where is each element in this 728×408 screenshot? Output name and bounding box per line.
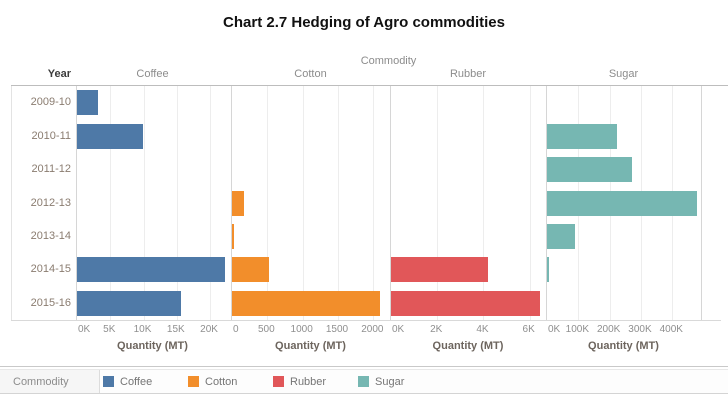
legend-item-sugar[interactable]: Sugar [358, 370, 404, 393]
column-dimension-label: Commodity [360, 55, 417, 67]
panel-sugar [546, 86, 702, 320]
panel-coffee [76, 86, 230, 320]
legend-label: Coffee [120, 375, 153, 388]
gridline [483, 86, 485, 320]
gridline [373, 86, 375, 320]
legend-item-coffee[interactable]: Coffee [103, 370, 152, 393]
panel-header-sugar: Sugar [608, 68, 639, 80]
legend-item-rubber[interactable]: Rubber [273, 370, 326, 393]
bar-cotton-2015-16[interactable] [232, 290, 381, 316]
bar-rubber-2015-16[interactable] [391, 290, 541, 316]
year-label: 2011-12 [31, 163, 71, 176]
plot-left-border [11, 86, 12, 320]
tick-label: 0K [548, 324, 561, 335]
tick-label: 400K [659, 324, 683, 335]
gridline [267, 86, 269, 320]
x-axis-line [11, 320, 721, 321]
gridline [437, 86, 439, 320]
plot-right-border [701, 86, 702, 320]
legend-label: Rubber [290, 375, 327, 388]
tick-label: 300K [628, 324, 652, 335]
legend-swatch-sugar [358, 376, 369, 387]
tick-label: 5K [103, 324, 116, 335]
panel-header-coffee: Coffee [136, 68, 169, 80]
bar-sugar-2013-14[interactable] [547, 223, 576, 249]
panel-rubber [390, 86, 547, 320]
legend: Commodity Coffee Cotton Rubber Sugar [0, 370, 728, 394]
year-label: 2009-10 [30, 96, 71, 109]
year-label: 2010-11 [31, 129, 71, 142]
bar-sugar-2010-11[interactable] [547, 123, 618, 149]
tick-label: 500 [257, 324, 275, 335]
gridline [110, 86, 112, 320]
legend-swatch-rubber [273, 376, 284, 387]
tick-label: 0 [233, 324, 239, 335]
tick-label: 2K [430, 324, 443, 335]
gridline [302, 86, 304, 320]
tick-label: 10K [133, 324, 152, 335]
legend-item-cotton[interactable]: Cotton [188, 370, 237, 393]
bar-coffee-2015-16[interactable] [77, 290, 182, 316]
tick-label: 2000 [361, 324, 384, 335]
bar-cotton-2012-13[interactable] [232, 190, 245, 216]
year-label: 2014-15 [30, 263, 71, 276]
tick-label: 15K [166, 324, 185, 335]
tick-label: 0K [392, 324, 405, 335]
bar-cotton-2013-14[interactable] [232, 223, 235, 249]
panel-header-rubber: Rubber [449, 68, 487, 80]
gridline [338, 86, 339, 320]
tick-label: 1000 [290, 324, 313, 335]
legend-top-border-inner [0, 369, 728, 370]
gridline [529, 86, 531, 320]
legend-swatch-coffee [103, 376, 114, 387]
x-axis-title-coffee: Quantity (MT) [117, 340, 188, 352]
tick-label: 200K [596, 324, 621, 335]
legend-label: Sugar [375, 375, 405, 388]
tick-label: 1500 [325, 324, 349, 335]
tick-label: 0K [78, 324, 91, 335]
header-divider [11, 85, 728, 86]
year-label: 2012-13 [30, 196, 71, 209]
gridline [210, 86, 212, 320]
chart-title: Chart 2.7 Hedging of Agro commodities [223, 14, 505, 31]
tick-label: 20K [200, 324, 218, 335]
legend-title: Commodity [13, 375, 69, 388]
tick-label: 100K [565, 324, 589, 335]
gridline [143, 86, 145, 320]
tick-label: 6K [522, 324, 535, 335]
year-label: 2015-16 [30, 296, 71, 309]
legend-title-cell: Commodity [0, 370, 100, 393]
bar-sugar-2014-15[interactable] [547, 257, 549, 283]
bar-sugar-2012-13[interactable] [547, 190, 698, 216]
x-axis-title-sugar: Quantity (MT) [588, 340, 659, 352]
bar-cotton-2014-15[interactable] [232, 257, 269, 283]
tick-label: 4K [476, 324, 489, 335]
x-axis-title-rubber: Quantity (MT) [432, 340, 504, 352]
legend-swatch-cotton [188, 376, 199, 387]
bar-coffee-2010-11[interactable] [77, 123, 143, 149]
bar-sugar-2011-12[interactable] [547, 157, 632, 183]
bar-rubber-2014-15[interactable] [391, 257, 489, 283]
gridline [176, 86, 178, 320]
row-dimension-label: Year [47, 68, 71, 80]
year-label: 2013-14 [30, 229, 71, 242]
legend-top-border [0, 366, 728, 367]
panel-cotton [231, 86, 391, 320]
panel-header-cotton: Cotton [294, 68, 327, 80]
bar-coffee-2009-10[interactable] [77, 90, 99, 116]
x-axis-title-cotton: Quantity (MT) [275, 340, 346, 352]
legend-label: Cotton [205, 375, 238, 388]
bar-coffee-2014-15[interactable] [77, 257, 226, 283]
